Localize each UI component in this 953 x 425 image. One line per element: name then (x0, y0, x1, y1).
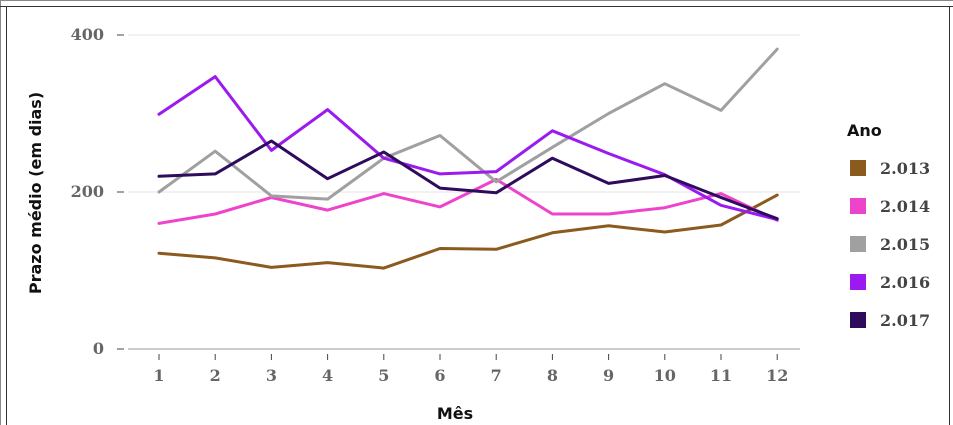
legend-swatch (850, 198, 866, 214)
legend-swatch (850, 312, 866, 328)
legend: Ano 2.013 2.014 2.015 2.016 2.017 (847, 121, 930, 330)
legend-swatch (850, 274, 866, 290)
inner-border-top (0, 6, 953, 7)
x-tick-label: 8 (547, 366, 558, 385)
series-layer (157, 47, 779, 270)
y-tick-label: 200 (71, 182, 104, 201)
x-tick-label: 1 (153, 366, 164, 385)
x-tick-label: 2 (210, 366, 221, 385)
series-line-2015 (157, 47, 779, 201)
inner-border-right (949, 6, 950, 425)
x-tick-label: 5 (378, 366, 389, 385)
x-tick-label: 3 (266, 366, 277, 385)
y-axis-title: Prazo médio (em dias) (26, 92, 45, 294)
grid-lines (128, 34, 800, 193)
legend-label: 2.014 (880, 197, 930, 216)
x-tick-label: 11 (710, 366, 732, 385)
legend-swatch (850, 160, 866, 176)
legend-label: 2.015 (880, 235, 930, 254)
legend-label: 2.016 (880, 273, 930, 292)
series-line-2013 (157, 193, 779, 270)
series-line-2014 (157, 177, 779, 225)
x-tick-label: 12 (766, 366, 788, 385)
series-line-2017 (157, 139, 779, 221)
x-tick-label: 9 (603, 366, 614, 385)
legend-swatch (850, 236, 866, 252)
x-axis-title: Mês (437, 404, 473, 423)
legend-label: 2.013 (880, 159, 930, 178)
legend-label: 2.017 (880, 311, 930, 330)
y-tick-label: 0 (93, 339, 104, 358)
y-tick-label: 400 (71, 25, 104, 44)
x-tick-label: 10 (654, 366, 676, 385)
series-line-2016 (157, 75, 779, 221)
outer-border-left (0, 0, 1, 425)
x-tick-label: 7 (491, 366, 502, 385)
inner-border-left (6, 6, 7, 425)
legend-title: Ano (847, 121, 882, 140)
x-tick-label: 4 (322, 366, 333, 385)
outer-border-top (0, 0, 953, 1)
x-tick-label: 6 (434, 366, 445, 385)
